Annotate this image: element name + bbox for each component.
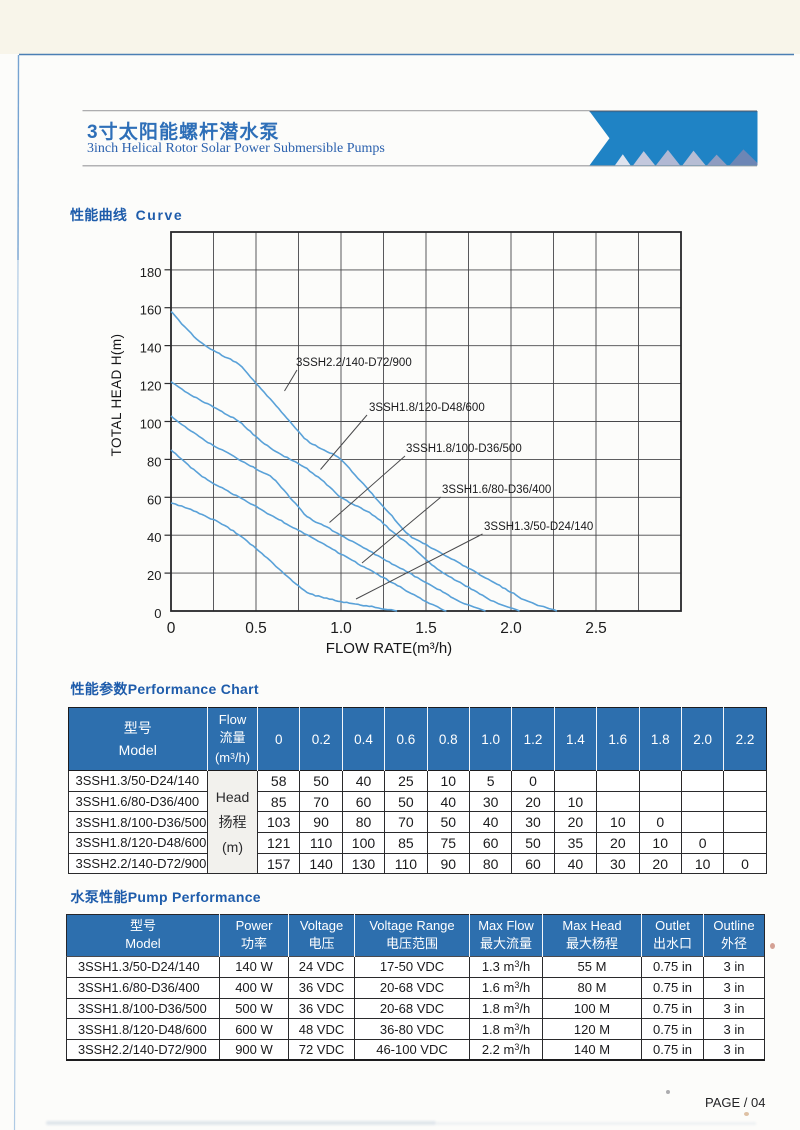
svg-text:120: 120 xyxy=(140,379,162,394)
svg-text:1.5: 1.5 xyxy=(415,620,437,637)
svg-text:20: 20 xyxy=(147,568,161,583)
svg-text:2.0: 2.0 xyxy=(500,620,522,637)
svg-text:180: 180 xyxy=(140,265,162,280)
svg-text:3SSH2.2/140-D72/900: 3SSH2.2/140-D72/900 xyxy=(296,357,412,369)
svg-text:0: 0 xyxy=(154,606,161,621)
svg-text:2.5: 2.5 xyxy=(585,620,607,637)
svg-text:140: 140 xyxy=(140,341,162,356)
svg-text:0.5: 0.5 xyxy=(245,620,267,637)
svg-text:3SSH1.8/120-D48/600: 3SSH1.8/120-D48/600 xyxy=(369,402,485,414)
svg-text:80: 80 xyxy=(147,454,161,469)
svg-text:TOTAL HEAD H(m): TOTAL HEAD H(m) xyxy=(109,334,124,457)
svg-text:160: 160 xyxy=(140,303,162,318)
svg-text:40: 40 xyxy=(147,530,161,545)
svg-text:1.0: 1.0 xyxy=(330,620,352,637)
svg-text:100: 100 xyxy=(140,417,162,432)
svg-text:FLOW RATE(m³/h): FLOW RATE(m³/h) xyxy=(326,640,452,657)
svg-text:3SSH1.8/100-D36/500: 3SSH1.8/100-D36/500 xyxy=(406,443,522,455)
svg-text:3SSH1.6/80-D36/400: 3SSH1.6/80-D36/400 xyxy=(442,484,551,496)
svg-text:3SSH1.3/50-D24/140: 3SSH1.3/50-D24/140 xyxy=(484,521,593,533)
svg-text:0: 0 xyxy=(167,620,176,637)
svg-text:60: 60 xyxy=(147,492,161,507)
